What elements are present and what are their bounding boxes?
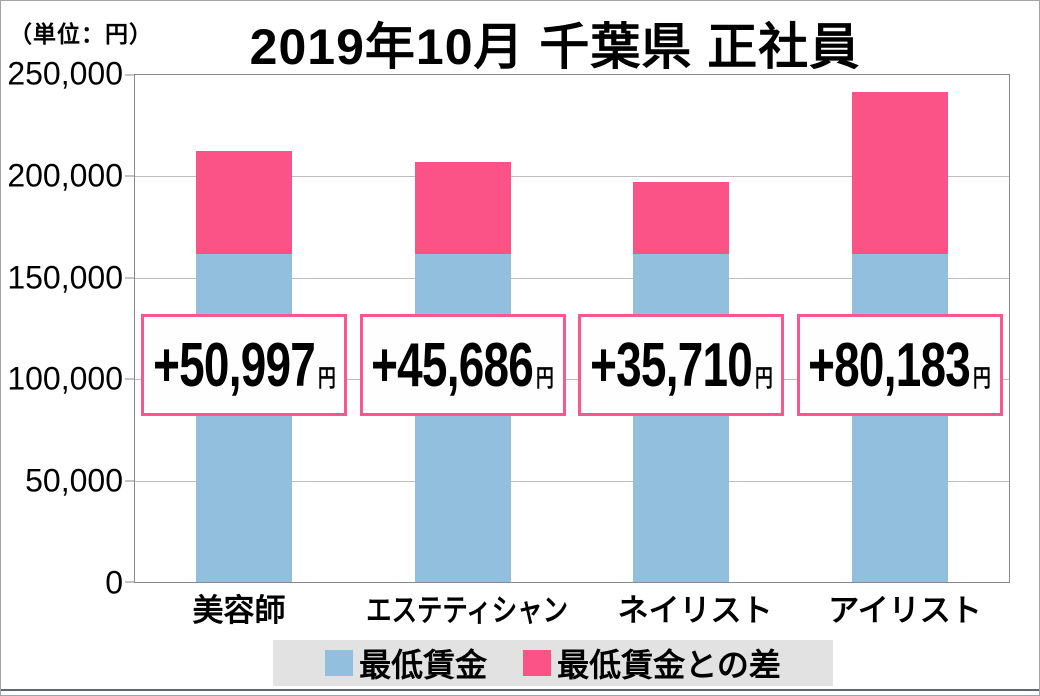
category-label: ネイリスト [617, 593, 773, 628]
bar-segment-diff [633, 182, 730, 255]
y-axis-tick [125, 378, 134, 380]
bar-segment-diff [851, 91, 948, 255]
legend: 最低賃金 最低賃金との差 [273, 640, 833, 686]
y-tick-label: 200,000 [7, 157, 123, 194]
bottom-divider [1, 689, 1039, 691]
category-label: 美容師 [192, 593, 286, 628]
unit-label: （単位：円） [9, 21, 153, 47]
legend-swatch-pink [523, 650, 552, 676]
y-axis-tick [125, 74, 134, 76]
gridline-100000 [135, 379, 1009, 381]
bar-segment-base [851, 254, 948, 582]
category-label: エステティシャン [366, 593, 568, 628]
y-tick-label: 100,000 [7, 360, 123, 397]
bar-group-eyelist [791, 75, 1010, 582]
category-labels: 美容師 エステティシャン ネイリスト アイリスト [134, 585, 1010, 630]
y-tick-label: 0 [105, 564, 123, 601]
y-tick-label: 250,000 [7, 55, 123, 92]
legend-item-diff: 最低賃金との差 [523, 640, 781, 686]
legend-swatch-blue [325, 650, 354, 676]
y-axis-tick [125, 480, 134, 482]
y-axis-tick [125, 277, 134, 279]
stacked-bar [414, 75, 511, 582]
bar-segment-diff [414, 161, 511, 255]
gridline-50000 [135, 480, 1009, 482]
plot-area: +50,997 円 +45,686 円 +35,710 円 [125, 74, 1010, 583]
y-tick-label: 50,000 [25, 462, 123, 499]
bar-segment-base [633, 254, 730, 582]
bar-group-biyoshi [135, 75, 354, 582]
legend-label: 最低賃金との差 [557, 647, 781, 683]
bars-row [135, 75, 1009, 582]
bar-group-nailist [572, 75, 791, 582]
legend-item-base: 最低賃金 [325, 640, 487, 686]
bar-segment-diff [196, 151, 293, 255]
category-label: アイリスト [828, 593, 982, 628]
y-tick-label: 150,000 [7, 259, 123, 296]
stacked-bar [851, 75, 948, 582]
y-axis-labels: 250,000 200,000 150,000 100,000 50,000 0 [1, 56, 123, 601]
bar-segment-base [196, 254, 293, 582]
bar-group-esthetician [354, 75, 573, 582]
gridline-200000 [135, 176, 1009, 178]
y-axis-tick [125, 175, 134, 177]
y-axis-tick [125, 581, 134, 583]
chart-title: 2019年10月 千葉県 正社員 [249, 19, 861, 75]
stacked-bar [196, 75, 293, 582]
gridline-150000 [135, 277, 1009, 279]
legend-label: 最低賃金 [359, 647, 488, 683]
bar-segment-base [414, 254, 511, 582]
stacked-bar [633, 75, 730, 582]
